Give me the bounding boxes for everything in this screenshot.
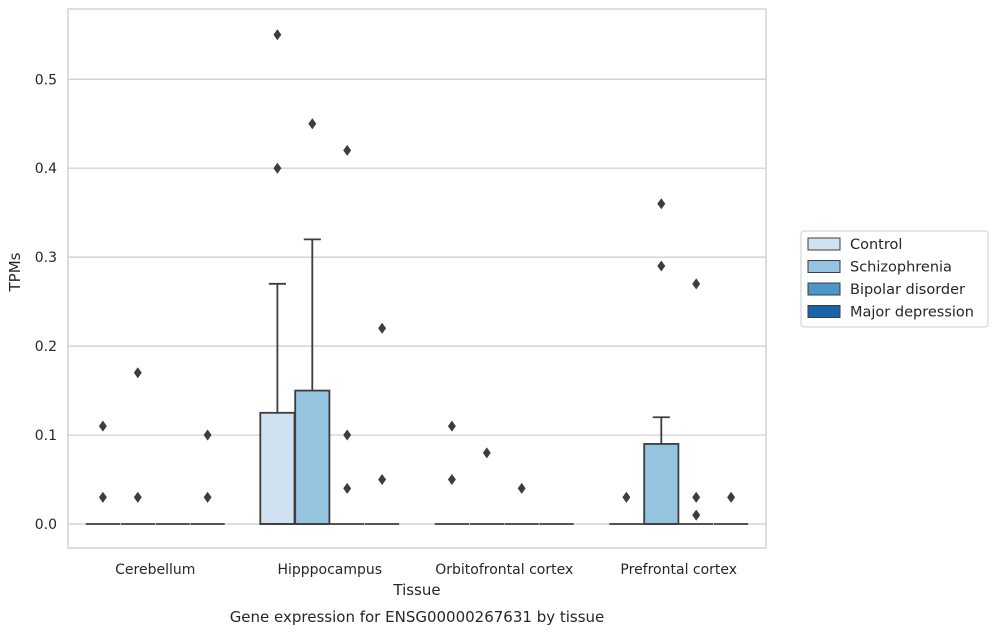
x-tick-label: Cerebellum [115,562,195,578]
outlier-point [343,482,352,494]
y-tick-label: 0.3 [35,250,57,266]
outlier-point [343,144,352,156]
outlier-point [343,429,352,441]
box-series [85,29,749,525]
outlier-point [98,491,107,503]
series-major-depression [190,322,749,525]
outlier-point [692,491,701,503]
outlier-point [203,491,212,503]
series-bipolar-disorder [155,144,714,525]
outlier-point [273,162,282,174]
y-tick-labels: 0.0 0.1 0.2 0.3 0.4 0.5 [35,72,57,533]
series-schizophrenia [120,118,680,525]
box [259,411,296,525]
outlier-point [482,447,491,459]
outlier-point [517,482,526,494]
legend-label: Control [850,237,902,253]
legend-swatch [807,237,841,251]
outlier-point [133,491,142,503]
outlier-point [378,473,387,486]
y-tick-label: 0.2 [35,339,57,355]
outlier-point [692,509,701,521]
legend-swatch [807,282,841,296]
box [294,389,331,525]
x-tick-label: Prefrontal cortex [620,562,737,578]
outlier-point [657,260,666,272]
x-tick-label: Orbitofrontal cortex [435,562,573,578]
legend-swatch [807,260,841,273]
box [643,443,680,525]
x-tick-labels: Cerebellum Hipppocampus Orbitofrontal cort… [115,562,737,578]
outlier-point [447,473,456,486]
outlier-point [657,198,666,210]
legend-label: Major depression [850,305,974,321]
x-axis-label: Tissue [392,581,440,599]
plot-frame [67,8,767,549]
y-tick-label: 0.5 [35,72,57,88]
outlier-point [308,118,317,130]
outlier-point [133,367,142,379]
legend-label: Schizophrenia [850,260,952,276]
legend-frame [800,230,989,328]
outlier-point [727,491,736,503]
legend-label: Bipolar disorder [850,282,965,298]
series-control [85,29,644,525]
chart-caption: Gene expression for ENSG00000267631 by t… [230,608,605,626]
legend-swatch [807,305,841,318]
y-tick-label: 0.0 [35,517,57,533]
outlier-point [98,420,107,432]
outlier-point [203,429,212,441]
legend: Control Schizophrenia Bipolar disorder Majo… [800,230,989,328]
outlier-point [447,420,456,432]
y-tick-label: 0.4 [35,161,57,177]
outlier-point [378,322,387,334]
y-axis-label: TPMs [6,252,24,292]
outlier-point [692,278,701,290]
y-tick-label: 0.1 [35,428,57,444]
outlier-point [273,29,282,41]
x-tick-label: Hipppocampus [277,562,382,578]
outlier-point [622,491,631,503]
